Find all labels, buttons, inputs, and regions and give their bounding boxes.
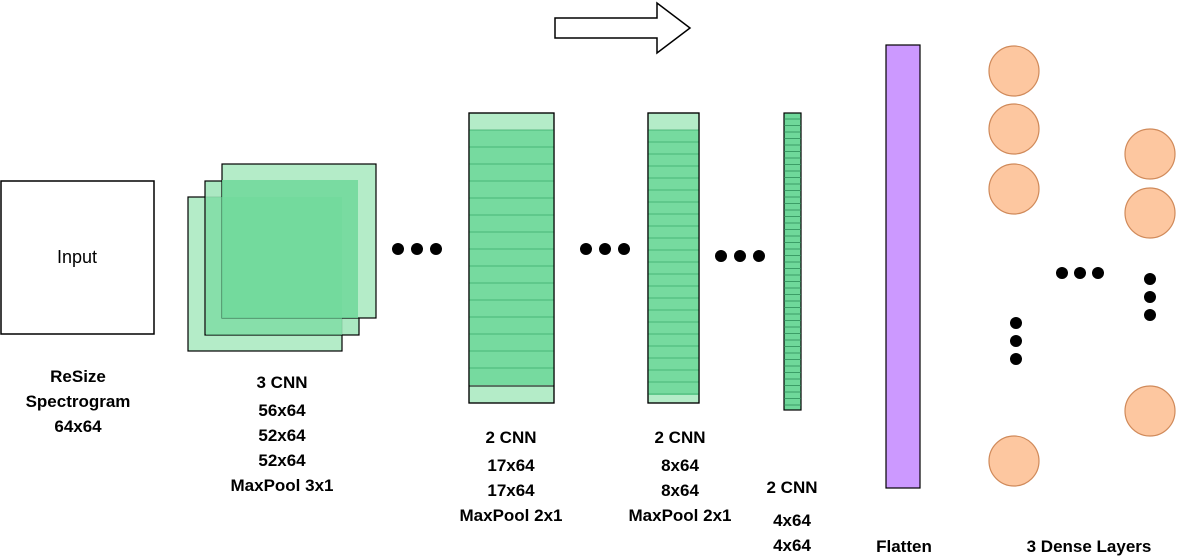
neuron bbox=[988, 103, 1040, 155]
neuron bbox=[1124, 385, 1176, 437]
flatten-caption: Flatten bbox=[876, 537, 932, 556]
ellipsis-icon bbox=[1010, 317, 1022, 365]
cnn-block-2 bbox=[468, 112, 555, 404]
cnn-block-1 bbox=[187, 163, 377, 352]
block1-title: 3 CNN bbox=[256, 373, 308, 392]
dense-caption: 3 Dense Layers bbox=[1026, 537, 1152, 556]
block3-caption: 2 CNN 8x64 8x64 MaxPool 2x1 bbox=[612, 425, 748, 528]
block1-caption: 3 CNN 56x64 52x64 52x64 MaxPool 3x1 bbox=[212, 370, 352, 498]
resize-caption: ReSize Spectrogram 64x64 bbox=[25, 367, 131, 436]
ellipsis-icon bbox=[715, 250, 765, 262]
ellipsis-icon bbox=[580, 243, 630, 255]
block3-title: 2 CNN bbox=[654, 428, 706, 447]
ellipsis-icon bbox=[1056, 267, 1104, 279]
input-box bbox=[0, 180, 155, 335]
flatten-layer bbox=[885, 44, 921, 489]
ellipsis-icon bbox=[392, 243, 442, 255]
ellipsis-icon bbox=[1144, 273, 1156, 321]
neuron bbox=[988, 45, 1040, 97]
neuron bbox=[988, 435, 1040, 487]
neuron bbox=[988, 163, 1040, 215]
block4-caption: 2 CNN 4x64 4x64 bbox=[752, 475, 832, 558]
flow-arrow-icon bbox=[554, 1, 692, 55]
cnn-block-3 bbox=[647, 112, 700, 404]
block2-caption: 2 CNN 17x64 17x64 MaxPool 2x1 bbox=[443, 425, 579, 528]
block4-title: 2 CNN bbox=[766, 478, 818, 497]
block2-title: 2 CNN bbox=[485, 428, 537, 447]
neuron bbox=[1124, 128, 1176, 180]
input-label: Input bbox=[56, 247, 98, 267]
neuron bbox=[1124, 187, 1176, 239]
cnn-block-4 bbox=[783, 112, 802, 411]
dense-layers bbox=[988, 45, 1176, 487]
